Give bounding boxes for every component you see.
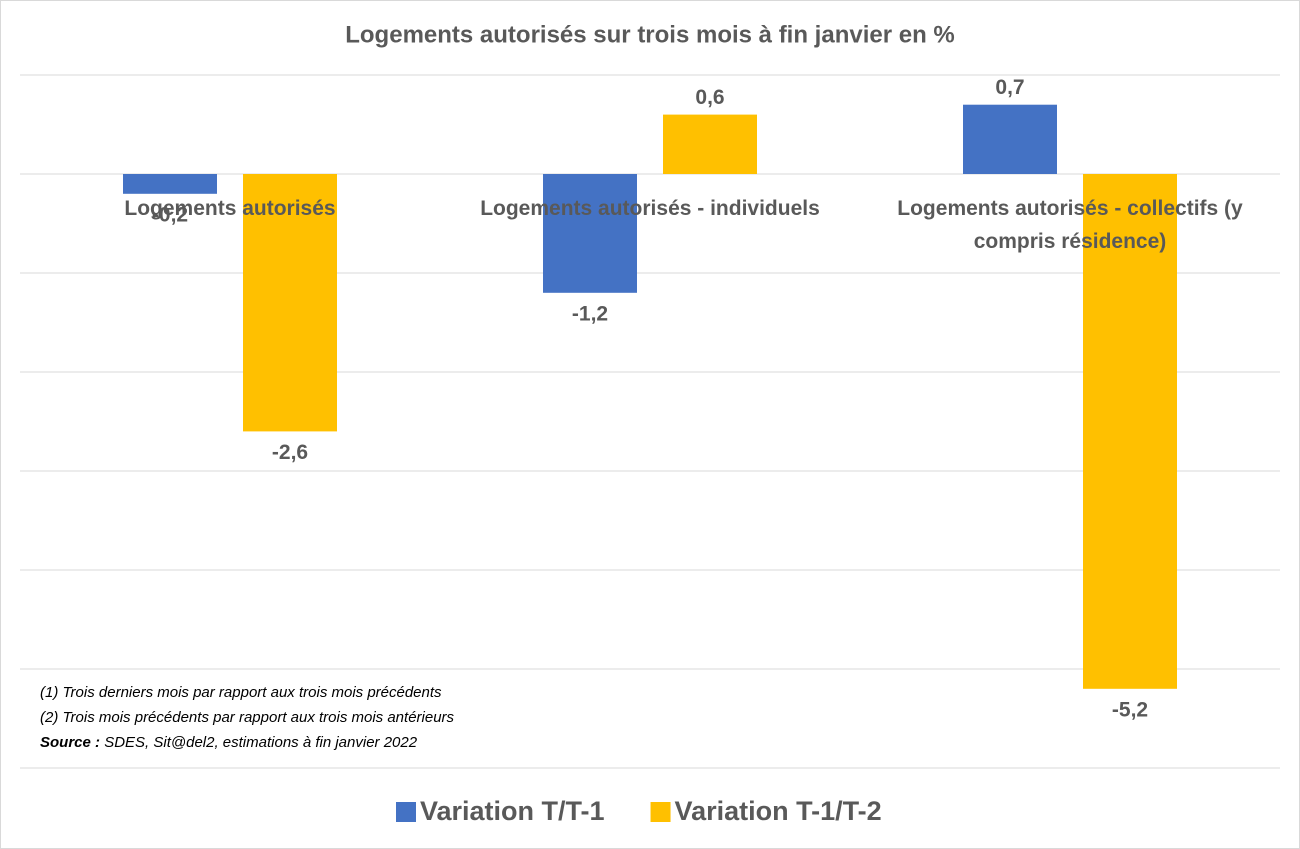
value-label: 0,6	[695, 86, 724, 109]
chart-title: Logements autorisés sur trois mois à fin…	[345, 21, 955, 48]
x-tick-label: Logements autorisés - individuels	[480, 197, 820, 220]
legend-label: Variation T/T-1	[420, 796, 605, 826]
legend-label: Variation T-1/T-2	[675, 796, 882, 826]
note: (1) Trois derniers mois par rapport aux …	[40, 684, 442, 701]
bar	[1083, 174, 1177, 689]
legend-swatch	[650, 802, 671, 822]
value-label: 0,7	[995, 76, 1024, 99]
source: Source : SDES, Sit@del2, estimations à f…	[40, 734, 417, 751]
bars	[123, 104, 1177, 689]
bar	[243, 174, 337, 432]
value-label: -2,6	[272, 441, 308, 464]
value-label: -0,2	[152, 203, 188, 226]
x-tick-label: Logements autorisés	[124, 197, 336, 220]
x-tick-label: Logements autorisés - collectifs (y comp…	[897, 197, 1243, 253]
legend-swatch	[396, 802, 416, 822]
value-label: -5,2	[1112, 698, 1148, 721]
source-text: SDES, Sit@del2, estimations à fin janvie…	[104, 734, 418, 751]
bar	[123, 174, 217, 194]
source-label: Source :	[40, 734, 101, 751]
note: (2) Trois mois précédents par rapport au…	[40, 709, 455, 726]
bar	[963, 104, 1057, 174]
value-label: -1,2	[572, 302, 608, 325]
bar	[543, 174, 637, 293]
bar	[663, 114, 757, 174]
